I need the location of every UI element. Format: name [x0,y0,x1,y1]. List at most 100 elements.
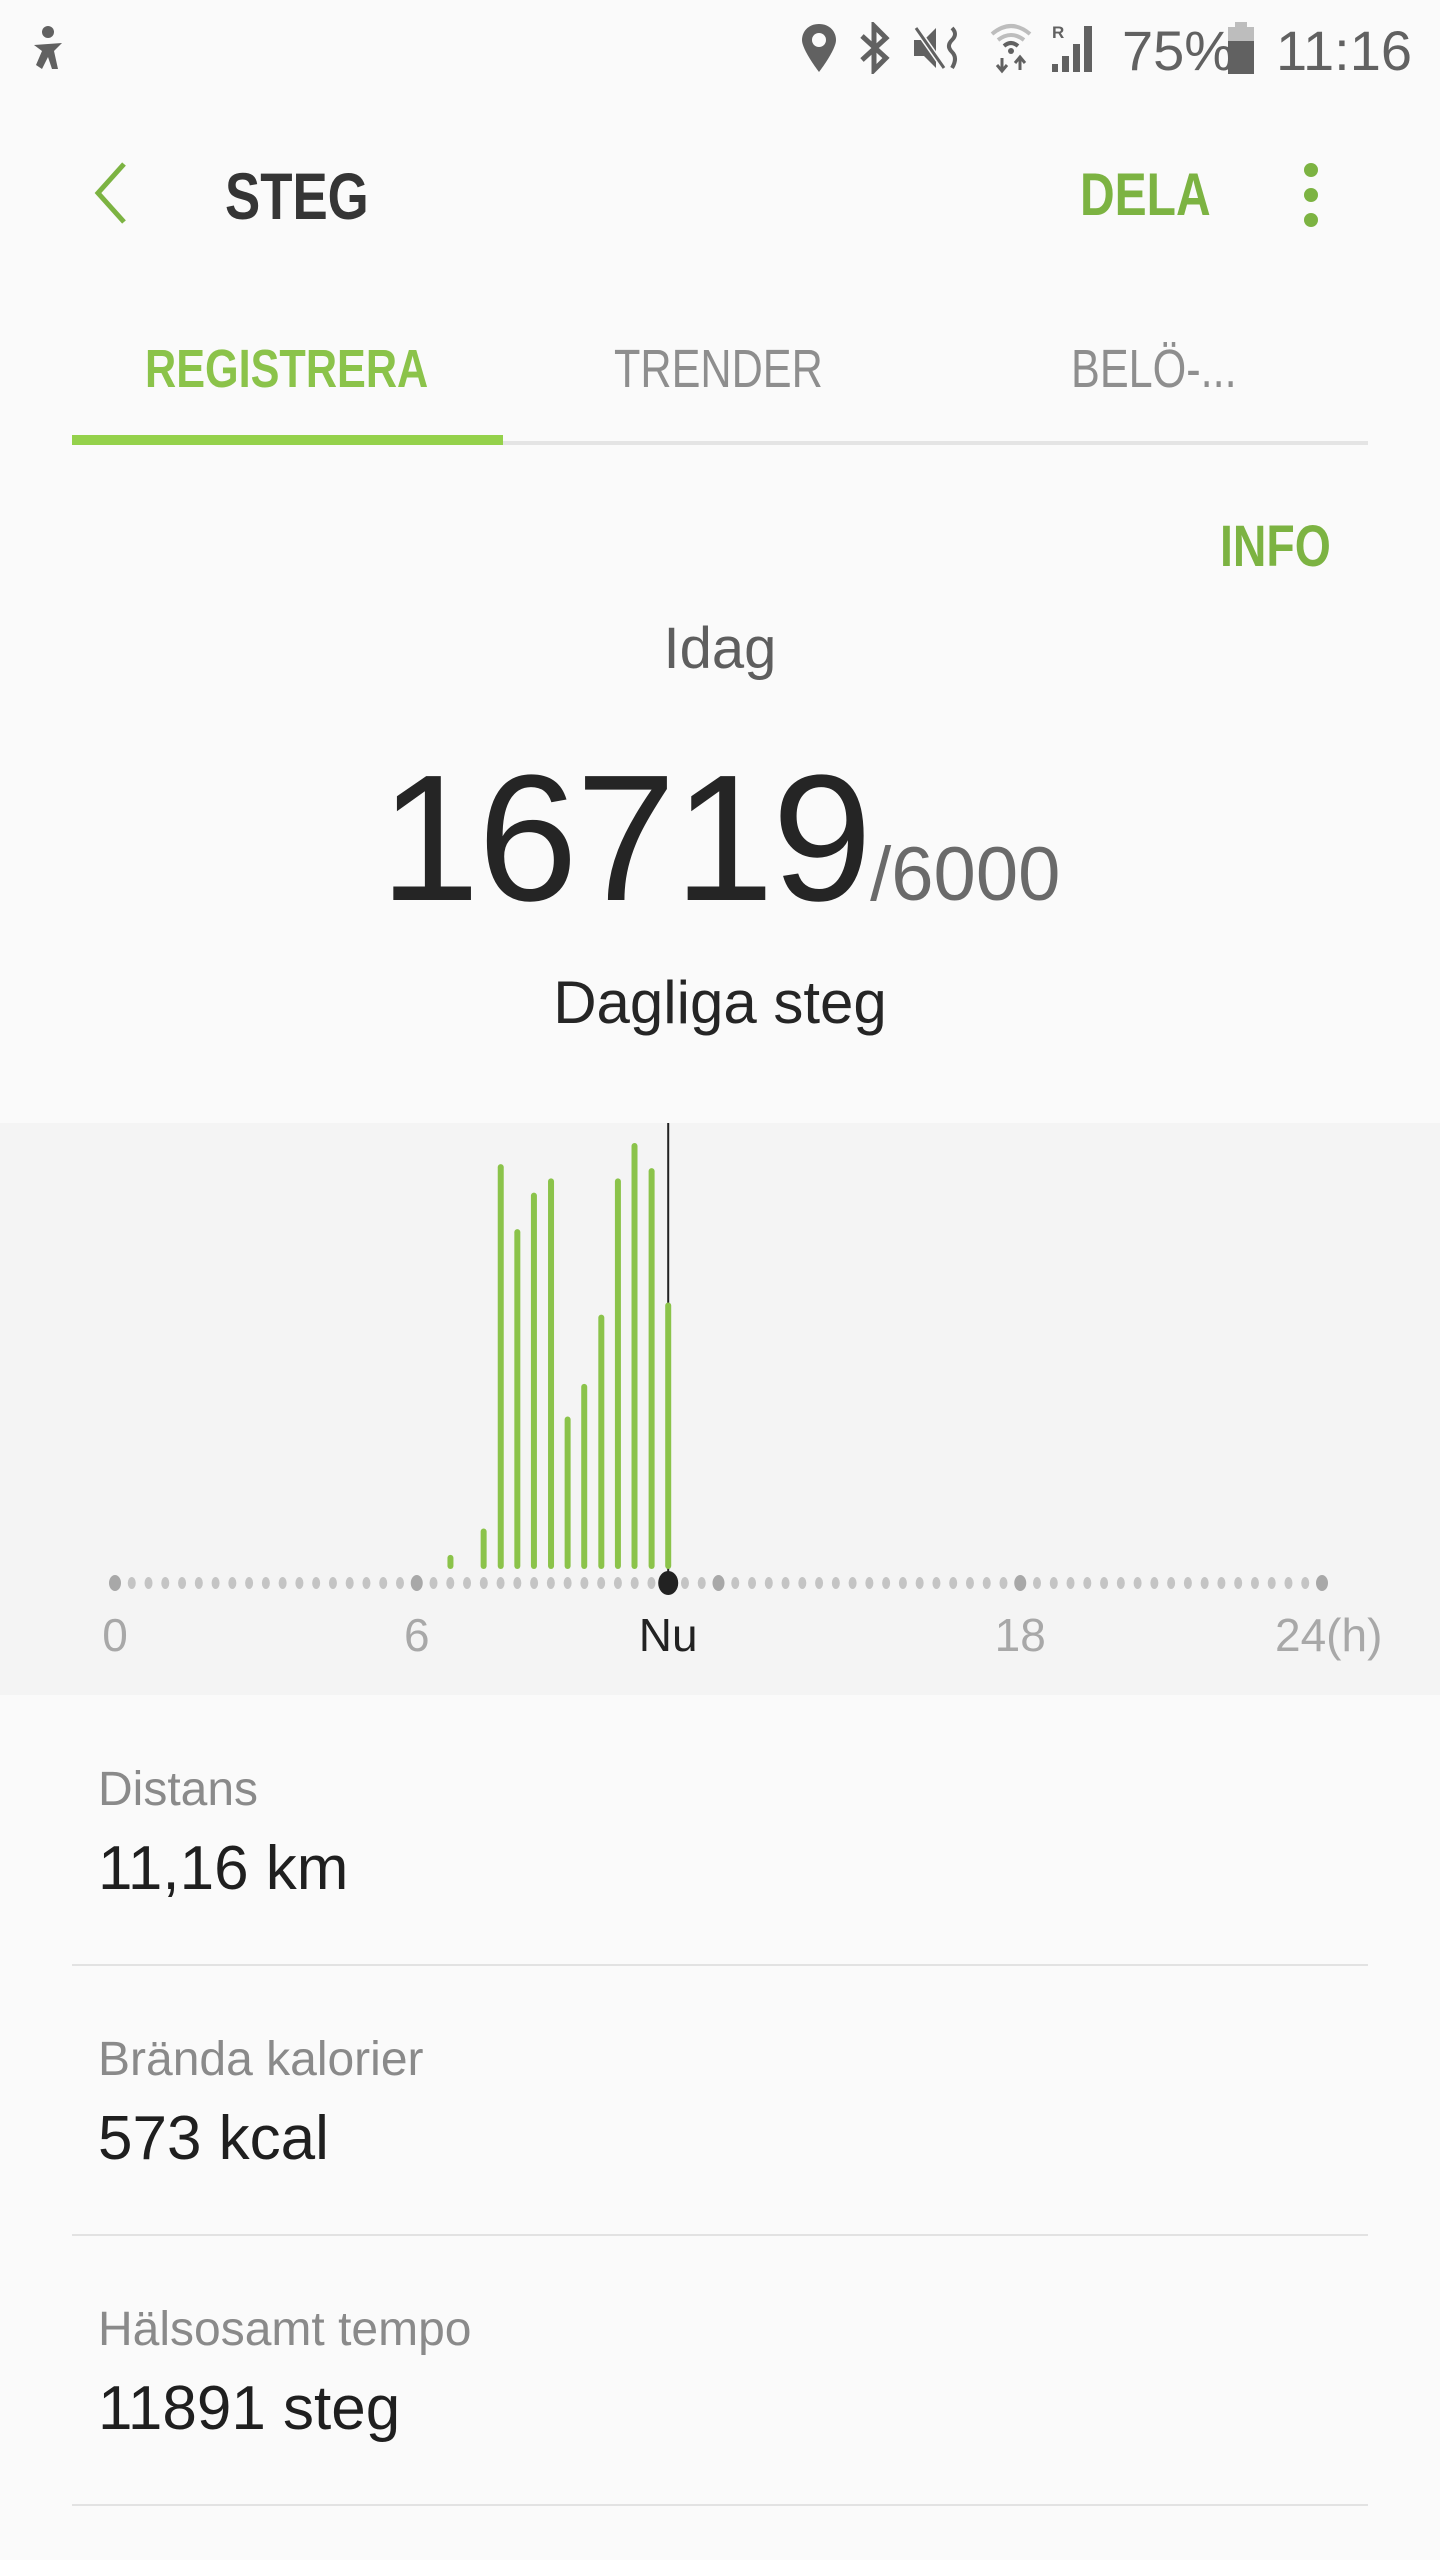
axis-dot [429,1577,438,1589]
axis-dot [915,1577,924,1589]
tab-trender[interactable]: TRENDER [614,338,875,400]
location-icon [802,24,836,72]
tab-label: REGISTRERA [145,339,429,399]
axis-dot [1217,1577,1226,1589]
axis-dot [731,1577,740,1589]
steps-value: 16719 [379,738,873,939]
tab-label: BELÖ-... [1071,339,1237,399]
axis-dot [328,1577,337,1589]
axis-dot [278,1577,287,1589]
axis-dot [362,1577,371,1589]
bluetooth-icon [860,22,890,74]
axis-dot [211,1577,220,1589]
calories-label: Brända kalorier [98,2033,424,2086]
axis-dot [697,1577,706,1589]
axis-dot [798,1577,807,1589]
divider [72,2504,1368,2506]
axis-dot [748,1577,757,1589]
x-tick-label: 24(h) [1275,1609,1382,1661]
axis-dot [546,1577,555,1589]
axis-dot [1133,1577,1142,1589]
chart-svg: 0 6 Nu 18 24(h) [102,1006,1382,1661]
axis-dot [1116,1577,1125,1589]
tab-divider [72,441,1368,445]
axis-dot [580,1577,589,1589]
tab-beloningar[interactable]: BELÖ-... [1071,338,1278,400]
clock: 11:16 [1276,19,1412,82]
x-tick-label: 18 [995,1609,1046,1661]
accessibility-icon [34,26,62,69]
axis-major-dot [410,1575,423,1591]
info-button[interactable]: INFO [1220,513,1359,580]
healthy-pace-value: 11891 steg [98,2374,401,2443]
axis-dot [932,1577,941,1589]
share-label: DELA [1080,161,1211,228]
axis-dot [345,1577,354,1589]
axis-major-dot [1014,1575,1027,1591]
back-button[interactable] [88,160,132,226]
page-title-text: STEG [225,159,369,233]
battery-percent: 75% [1122,19,1235,82]
axis-dot [395,1577,404,1589]
axis-dot [1083,1577,1092,1589]
axis-dot [513,1577,522,1589]
axis-dot [194,1577,203,1589]
tab-label: TRENDER [614,339,823,399]
signal-roaming-icon: R [1052,23,1092,72]
distance-value: 11,16 km [98,1834,349,1903]
axis-dot [680,1577,689,1589]
steps-goal: /6000 [870,832,1061,917]
axis-dot [815,1577,824,1589]
axis-dot [127,1577,136,1589]
axis-dot [1033,1577,1042,1589]
x-tick-label: 0 [102,1609,128,1661]
axis-dot [1150,1577,1159,1589]
calories-value: 573 kcal [98,2104,329,2173]
axis-dot [982,1577,991,1589]
axis-dot [999,1577,1008,1589]
share-button[interactable]: DELA [1080,160,1243,229]
page-title: STEG [225,158,405,234]
axis-dot [1234,1577,1243,1589]
now-marker [658,1571,679,1595]
axis-dot [178,1577,187,1589]
axis-dot [1267,1577,1276,1589]
axis-dot [831,1577,840,1589]
axis-dot [228,1577,237,1589]
axis-dot [1284,1577,1293,1589]
axis-dot [312,1577,321,1589]
axis-major-dot [712,1575,725,1591]
axis-dot [1167,1577,1176,1589]
day-label: Idag [663,616,777,681]
axis-dot [1049,1577,1058,1589]
axis-dot [563,1577,572,1589]
axis-dot [1100,1577,1109,1589]
step-count: 16719/6000 [0,735,1440,942]
active-tab-indicator [72,435,503,445]
axis-major-dot [1316,1575,1328,1591]
axis-dot [781,1577,790,1589]
axis-dot [630,1577,639,1589]
tab-registrera[interactable]: REGISTRERA [145,338,499,400]
axis-dot [496,1577,505,1589]
svg-text:R: R [1052,23,1064,42]
hourly-steps-chart: 0 6 Nu 18 24(h) [0,1006,1440,1695]
axis-dot [261,1577,270,1589]
distance-label: Distans [98,1763,259,1816]
axis-dot [463,1577,472,1589]
axis-dot [144,1577,153,1589]
mute-vibrate-icon [913,26,957,70]
axis-dot [597,1577,606,1589]
x-tick-label: 6 [404,1609,430,1661]
axis-dot [1183,1577,1192,1589]
more-options-icon[interactable] [1298,160,1324,230]
axis-dot [1250,1577,1259,1589]
axis-dot [647,1577,656,1589]
axis-dot [949,1577,958,1589]
axis-dot [613,1577,622,1589]
axis-dot [245,1577,254,1589]
axis-dot [882,1577,891,1589]
healthy-pace-label: Hälsosamt tempo [98,2303,472,2356]
wifi-icon [990,24,1032,74]
info-label: INFO [1220,514,1331,579]
